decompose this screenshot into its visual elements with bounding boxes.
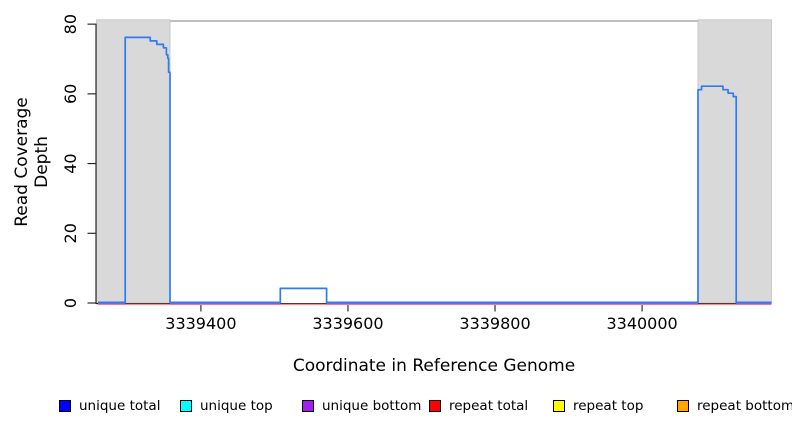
legend-label: unique total [79, 398, 161, 414]
x-tick-label: 3339800 [459, 314, 530, 333]
shaded-region [96, 19, 171, 304]
legend-label: unique bottom [322, 398, 422, 414]
y-tick-label: 20 [61, 223, 80, 243]
y-tick-label: 0 [61, 298, 80, 308]
legend-swatch-icon [429, 400, 441, 412]
legend-swatch-icon [677, 400, 689, 412]
legend-swatch-icon [59, 400, 71, 412]
legend-item-unique-total: unique total [59, 398, 160, 414]
legend-label: repeat top [573, 398, 644, 414]
y-tick-label: 80 [61, 14, 80, 34]
x-tick-label: 3339600 [312, 314, 383, 333]
legend-swatch-icon [180, 400, 192, 412]
y-tick-label: 40 [61, 153, 80, 173]
x-tick-label: 3340000 [606, 314, 677, 333]
legend-item-unique-top: unique top [180, 398, 273, 414]
legend-label: unique top [200, 398, 273, 414]
coverage-chart: 3339400 3339600 3339800 3340000 0 20 40 60 80 [61, 14, 772, 333]
x-axis-title: Coordinate in Reference Genome [292, 356, 576, 376]
legend-item-repeat-total: repeat total [429, 398, 528, 414]
legend-label: repeat total [449, 398, 529, 414]
legend-label: repeat bottom [697, 398, 792, 414]
legend-item-repeat-bottom: repeat bottom [677, 398, 792, 414]
shaded-region [697, 19, 772, 304]
legend-item-repeat-top: repeat top [553, 398, 643, 414]
unique-total-line [98, 36, 772, 304]
y-tick-label: 60 [61, 84, 80, 104]
y-axis-title: Read Coverage Depth [12, 97, 52, 227]
legend-item-unique-bottom: unique bottom [302, 398, 421, 414]
x-tick-label: 3339400 [165, 314, 236, 333]
legend-swatch-icon [302, 400, 314, 412]
legend-swatch-icon [553, 400, 565, 412]
